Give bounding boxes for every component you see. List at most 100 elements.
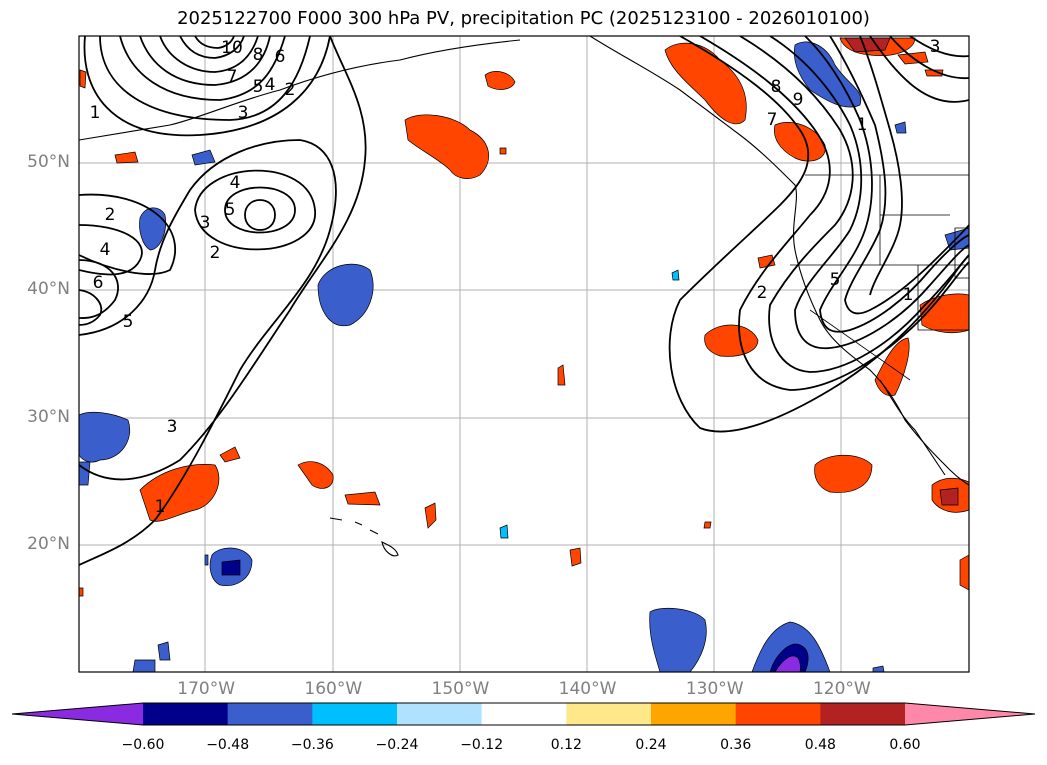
contour-labels: 10 8 7 6 5 4 3 2 1 4 5 3 2 2 4 6 5 3 1 1… [90,37,941,517]
precip-blob [894,121,907,134]
contour-label: 6 [275,47,286,67]
colorbar-extend-high [905,703,1035,725]
lat-label: 30°N [27,406,70,427]
lon-label: 130°W [685,679,744,699]
colorbar-tick: −0.60 [121,737,165,753]
colorbar-tick: 0.60 [889,737,921,753]
precip-blob [557,364,566,386]
precip-blob [924,69,944,77]
precip-blob [221,559,241,576]
colorbar-tick: 0.36 [720,737,752,753]
contour-label: 7 [767,110,778,130]
precip-blob [219,446,241,463]
lon-label: 120°W [812,679,871,699]
lon-label: 140°W [558,679,617,699]
contour-label: 1 [857,115,868,135]
map-title: 2025122700 F000 300 hPa PV, precipitatio… [177,8,870,29]
precip-blob [774,122,826,162]
precip-blob [569,547,582,567]
precip-blob [704,324,759,357]
colorbar-segment [143,703,229,725]
colorbar-tick: −0.48 [206,737,250,753]
contour-label: 3 [238,103,249,123]
precip-blob [114,151,139,164]
colorbar-tick: −0.12 [460,737,504,753]
baja-california-coast [879,379,946,476]
contour-label: 5 [225,200,236,220]
colorbar-outline [11,702,1036,726]
lon-label: 160°W [304,679,363,699]
precip-blob [317,263,374,327]
colorbar-segment [227,703,313,725]
contour-label: 2 [105,205,116,225]
lon-label: 150°W [431,679,490,699]
precip-blob [703,521,712,529]
colorbar-segment [566,703,652,725]
precip-blob [204,554,209,566]
colorbar-segment [735,703,821,725]
precip-blob [344,491,381,506]
colorbar-segment [312,703,398,725]
contour-label: 3 [167,417,178,437]
contour-label: 5 [123,312,134,332]
contour-label: 5 [830,270,841,290]
contour-label: 5 [253,77,264,97]
contour-label: 2 [285,80,296,100]
precip-blob [79,69,87,89]
colorbar-segment [820,703,906,725]
map-frame [78,35,970,673]
precip-negative-areas [79,41,969,672]
colorbar-tick: 0.24 [635,737,667,753]
precip-blob [79,587,84,597]
lat-label: 40°N [27,279,70,300]
precip-blob [132,659,156,672]
alaska-peninsula-coast [79,39,521,141]
precip-blob [297,461,334,489]
lon-label: 170°W [177,679,236,699]
contour-label: 2 [210,243,221,263]
contour-label: 7 [227,67,238,87]
colorbar-segment [397,703,483,725]
precip-blob [814,455,873,493]
colorbar-tick: −0.24 [375,737,419,753]
precip-blob [499,147,507,155]
contour-label: 6 [93,273,104,293]
precip-blob [664,42,747,125]
contour-label: 2 [757,283,768,303]
precip-blob [484,71,516,90]
contour-label: 8 [771,77,782,97]
political-borders [790,174,969,381]
precip-positive-areas [79,37,969,597]
precip-blob [404,114,489,179]
coastlines [79,36,969,557]
hawaii-islands [329,517,399,557]
precip-blob [874,337,910,396]
contour-label: 1 [155,497,166,517]
precip-blob [774,655,801,672]
precip-blob [191,149,216,166]
colorbar-tick: −0.36 [290,737,334,753]
colorbar [11,702,1036,726]
precip-blob [959,554,969,591]
contour-label: 8 [253,45,264,65]
gridlines [79,36,969,672]
precip-blob [872,665,885,672]
precip-blob [79,411,130,463]
contour-label: 3 [200,213,211,233]
lat-label: 50°N [27,152,70,173]
contour-label: 10 [221,38,243,58]
contour-label: 4 [230,173,241,193]
colorbar-segment [651,703,737,725]
contour-label: 3 [930,37,941,57]
lat-label: 20°N [27,533,70,554]
precip-blob [649,607,707,672]
contour-label: 1 [903,285,914,305]
precip-blob [424,502,437,529]
precip-blob [139,207,166,251]
precip-blob [671,269,680,281]
contour-label: 9 [793,90,804,110]
precip-blob [757,254,776,269]
contour-label: 4 [100,240,111,260]
precip-blob [499,524,509,539]
colorbar-segment [481,703,567,725]
